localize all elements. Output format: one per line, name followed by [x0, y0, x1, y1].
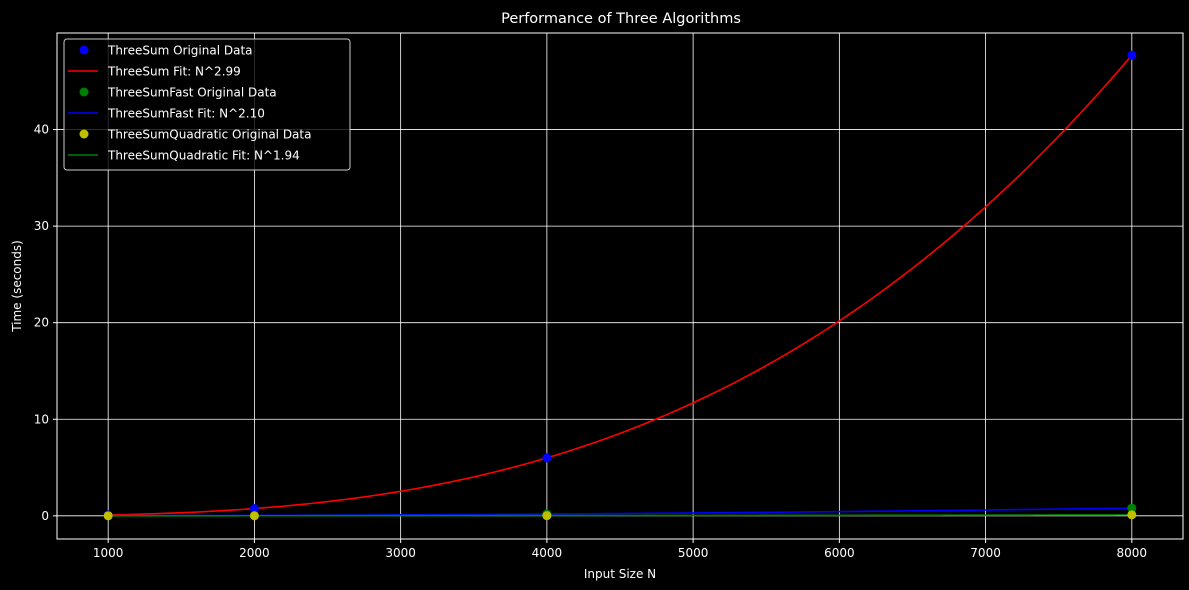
data-point: [249, 511, 259, 521]
x-tick-label: 2000: [239, 546, 270, 560]
data-point: [1127, 50, 1137, 60]
x-tick-label: 5000: [678, 546, 709, 560]
legend-label: ThreeSum Fit: N^2.99: [107, 65, 241, 79]
series-lines: [108, 54, 1133, 517]
y-tick-label: 20: [34, 316, 49, 330]
legend: ThreeSum Original Data ThreeSum Fit: N^2.…: [63, 38, 351, 171]
data-point: [542, 453, 552, 463]
x-tick-label: 3000: [385, 546, 416, 560]
x-tick-label: 4000: [532, 546, 563, 560]
x-tick-label: 7000: [970, 546, 1001, 560]
data-point: [1127, 503, 1137, 513]
x-axis-label: Input Size N: [584, 567, 656, 581]
x-tick-label: 6000: [824, 546, 855, 560]
data-point: [1127, 510, 1137, 520]
legend-label: ThreeSumQuadratic Fit: N^1.94: [107, 149, 300, 163]
chart-title: Performance of Three Algorithms: [501, 11, 741, 27]
legend-marker: [79, 45, 89, 55]
y-tick-label: 30: [34, 219, 49, 233]
y-tick-label: 0: [41, 509, 49, 523]
x-tick-label: 8000: [1117, 546, 1148, 560]
y-tick-label: 40: [34, 123, 49, 137]
x-tick-label: 1000: [93, 546, 124, 560]
fit-line: [108, 514, 1132, 517]
axes-frame: [56, 32, 1184, 540]
fit-line: [108, 54, 1133, 516]
x-axis-ticks: 1000 2000 3000 4000 5000 6000 7000 8000: [93, 539, 1147, 560]
y-axis-label: Time (seconds): [10, 240, 24, 333]
legend-frame: [63, 38, 351, 171]
y-axis-ticks: 0 10 20 30 40: [34, 123, 57, 523]
legend-label: ThreeSumQuadratic Original Data: [107, 128, 311, 142]
data-point: [103, 511, 113, 521]
data-point: [249, 504, 259, 514]
legend-label: ThreeSumFast Original Data: [107, 86, 277, 100]
legend-label: ThreeSum Original Data: [107, 44, 253, 58]
legend-marker: [79, 129, 89, 139]
legend-label: ThreeSumFast Fit: N^2.10: [107, 107, 265, 121]
data-point: [542, 511, 552, 521]
series-points: [103, 50, 1137, 521]
legend-marker: [79, 87, 89, 97]
y-tick-label: 10: [34, 412, 49, 426]
legend-items: ThreeSum Original Data ThreeSum Fit: N^2.…: [68, 44, 311, 163]
